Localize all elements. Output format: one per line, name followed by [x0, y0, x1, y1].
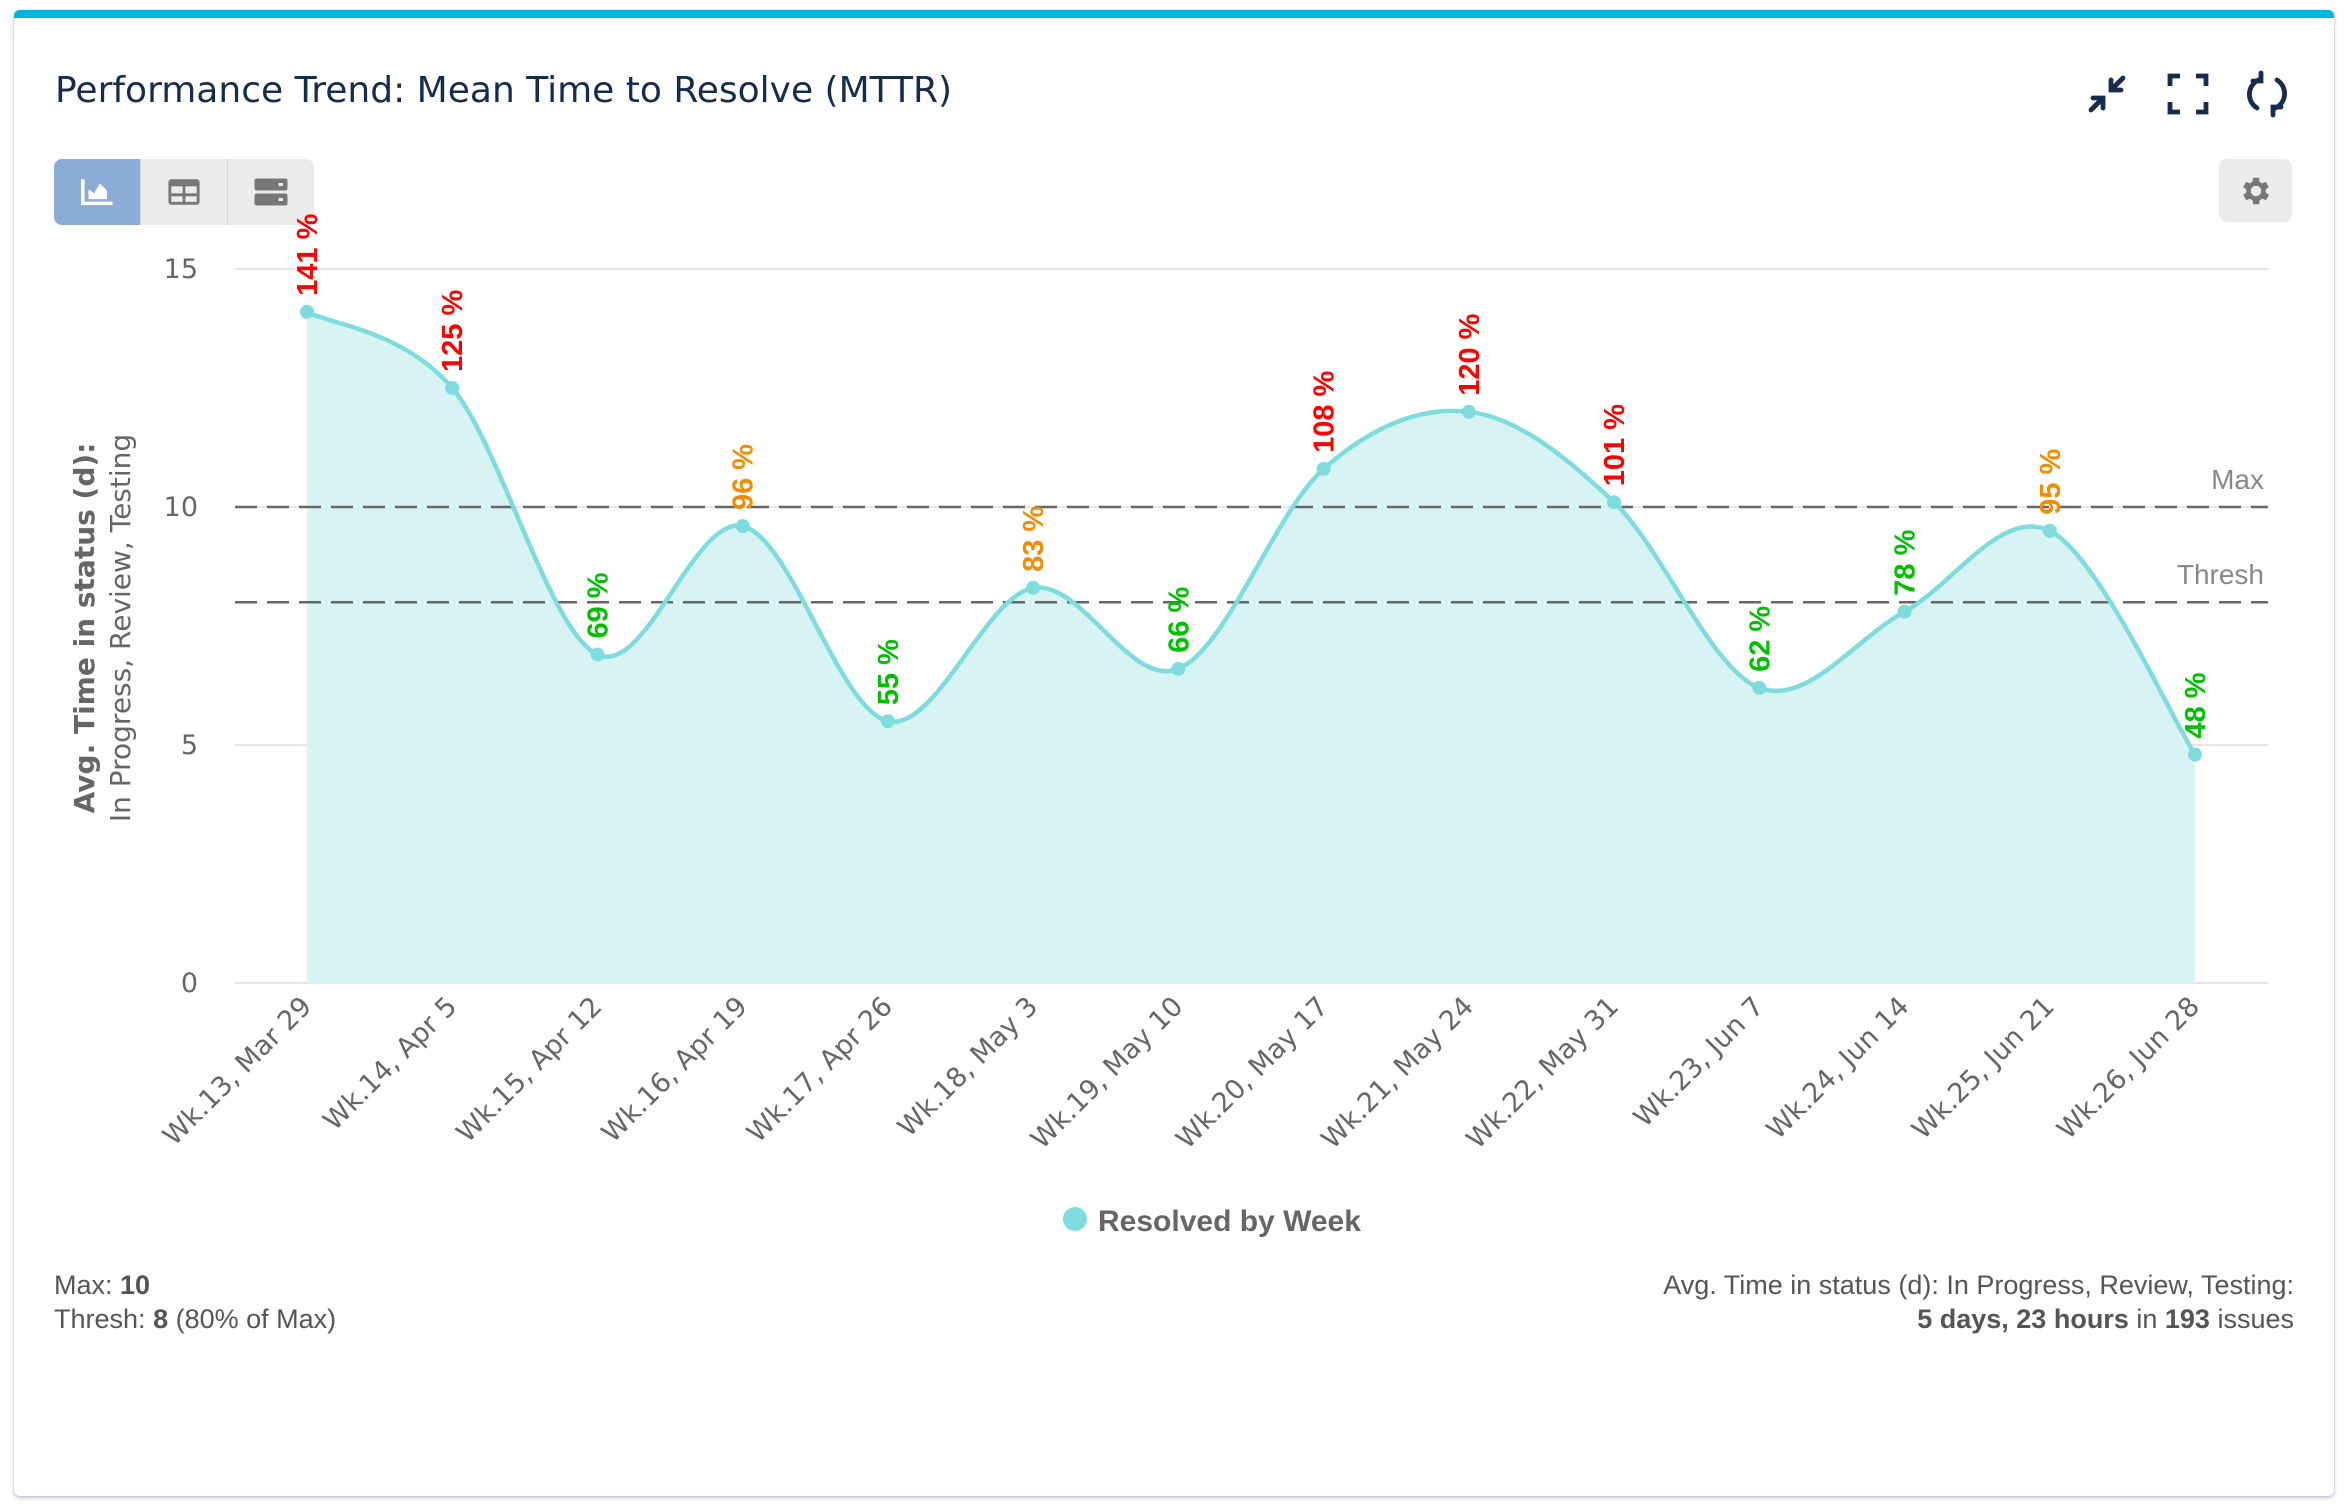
data-point	[880, 714, 895, 729]
legend-item-resolved-by-week: Resolved by Week	[1098, 1205, 1361, 1238]
thresh-note: (80% of Max)	[175, 1304, 337, 1334]
max-label: Max:	[54, 1270, 113, 1300]
summary-in: in	[2136, 1304, 2158, 1334]
gear-icon	[2242, 177, 2269, 204]
data-point	[1752, 680, 1767, 695]
data-label: 120 %	[1454, 313, 1486, 395]
x-tick-label: Wk.22, May 31	[1461, 991, 1625, 1155]
data-point	[2042, 523, 2057, 538]
x-tick-label: Wk.13, Mar 29	[157, 991, 318, 1152]
data-label: 141 %	[292, 213, 324, 295]
refresh-icon[interactable]	[2243, 70, 2291, 118]
summary-label: Avg. Time in status (d): In Progress, Re…	[1663, 1270, 2294, 1300]
series-line	[305, 309, 2197, 756]
chart-view-button[interactable]	[54, 159, 141, 225]
list-rows-icon	[254, 178, 288, 206]
settings-button[interactable]	[2219, 159, 2292, 222]
data-point	[1316, 461, 1331, 476]
data-label: 69 %	[582, 572, 614, 638]
data-label: 66 %	[1163, 587, 1195, 653]
summary-count: 193	[2164, 1304, 2210, 1334]
summary-unit: issues	[2217, 1304, 2294, 1334]
x-tick-label: Wk.24, Jun 14	[1761, 991, 1916, 1146]
data-label: 83 %	[1018, 506, 1050, 572]
data-point	[590, 647, 605, 662]
data-point	[1897, 604, 1912, 619]
data-point	[445, 381, 460, 395]
page-title: Performance Trend: Mean Time to Resolve …	[55, 70, 953, 111]
x-tick-label: Wk.15, Apr 12	[451, 991, 609, 1149]
data-label: 55 %	[873, 639, 905, 705]
legend-marker	[1063, 1207, 1087, 1231]
data-point	[1461, 404, 1476, 419]
area-chart-icon	[81, 179, 113, 206]
thresh-value: 8	[153, 1304, 169, 1334]
series-area	[307, 311, 2195, 984]
table-view-button[interactable]	[141, 159, 228, 225]
data-label: 48 %	[2180, 672, 2212, 738]
data-point	[1607, 495, 1622, 510]
x-tick-label: Wk.19, May 10	[1025, 991, 1189, 1155]
table-icon	[168, 179, 200, 205]
x-tick-label: Wk.16, Apr 19	[596, 991, 754, 1149]
data-label: 108 %	[1309, 370, 1341, 452]
data-point	[735, 519, 750, 534]
thresh-label: Thresh:	[54, 1304, 146, 1334]
footer-summary: Avg. Time in status (d): In Progress, Re…	[1663, 1268, 2294, 1336]
x-tick-label: Wk.14, Apr 5	[318, 991, 464, 1137]
plot-line-label: Max	[2211, 464, 2264, 495]
y-axis-title: Avg. Time in status (d):	[68, 443, 101, 814]
data-point	[1171, 661, 1186, 676]
y-tick-label: 10	[164, 492, 198, 523]
x-tick-label: Wk.25, Jun 21	[1906, 991, 2061, 1146]
x-tick-label: Wk.26, Jun 28	[2051, 991, 2206, 1146]
data-label: 95 %	[2035, 448, 2067, 514]
data-point	[300, 304, 314, 319]
accent-bar	[14, 10, 2334, 18]
data-label: 125 %	[437, 290, 469, 372]
summary-time: 5 days, 23 hours	[1917, 1304, 2129, 1334]
x-tick-label: Wk.18, May 3	[892, 991, 1044, 1143]
plot-line-label: Thresh	[2177, 559, 2264, 590]
footer-limits: Max: 10 Thresh: 8 (80% of Max)	[54, 1268, 336, 1336]
x-tick-label: Wk.20, May 17	[1170, 991, 1334, 1155]
view-switcher	[54, 159, 314, 225]
data-label: 78 %	[1890, 529, 1922, 595]
y-tick-label: 5	[181, 730, 198, 761]
data-label: 62 %	[1744, 606, 1776, 672]
data-label: 96 %	[728, 444, 760, 510]
data-label: 101 %	[1599, 404, 1631, 486]
y-tick-label: 15	[164, 254, 198, 285]
max-value: 10	[120, 1270, 151, 1300]
y-tick-label: 0	[181, 968, 198, 999]
fullscreen-icon[interactable]	[2164, 70, 2212, 118]
collapse-icon[interactable]	[2083, 70, 2131, 118]
data-point	[2188, 747, 2202, 762]
list-view-button[interactable]	[228, 159, 314, 225]
y-axis-subtitle: In Progress, Review, Testing	[104, 434, 137, 822]
data-point	[1026, 580, 1041, 595]
x-tick-label: Wk.23, Jun 7	[1628, 991, 1770, 1133]
x-tick-label: Wk.17, Apr 26	[741, 991, 899, 1149]
x-tick-label: Wk.21, May 24	[1316, 991, 1480, 1155]
